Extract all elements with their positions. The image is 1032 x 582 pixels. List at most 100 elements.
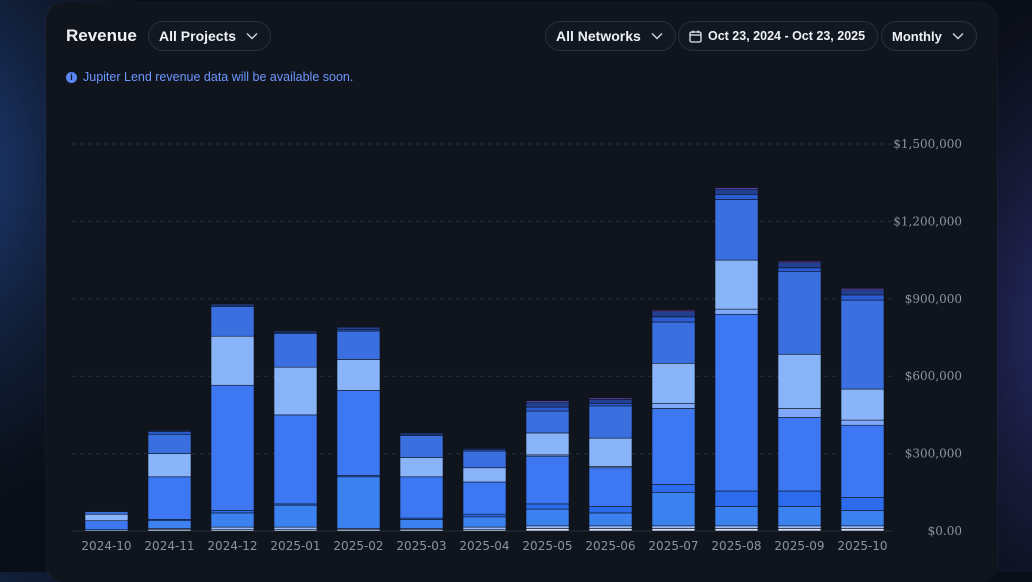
bar-segment <box>84 513 129 521</box>
bar-segment <box>588 405 633 439</box>
bar-2025-02 <box>336 326 381 532</box>
bar-segment <box>210 384 255 511</box>
bar-segment <box>840 289 885 296</box>
bar-2025-06 <box>588 397 633 532</box>
bar-segment <box>840 288 885 291</box>
date-range-picker[interactable]: Oct 23, 2024 - Oct 23, 2025 <box>678 21 879 51</box>
y-tick-label: $0.00 <box>928 524 962 538</box>
date-range-label: Oct 23, 2024 - Oct 23, 2025 <box>708 29 866 43</box>
bar-segment <box>588 402 633 407</box>
bar-segment <box>399 432 444 435</box>
bar-segment <box>462 481 507 515</box>
bar-segment <box>336 326 381 331</box>
bar-2025-04 <box>462 448 507 532</box>
bar-2025-07 <box>651 310 696 532</box>
y-tick-label: $300,000 <box>905 447 962 461</box>
bar-segment <box>777 262 822 269</box>
bar-segment <box>840 419 885 426</box>
bar-segment <box>588 506 633 514</box>
bar-segment <box>147 433 192 454</box>
bar-segment <box>777 271 822 355</box>
bar-segment <box>714 525 759 529</box>
bar-segment <box>777 490 822 507</box>
bar-segment <box>147 431 192 435</box>
x-tick-label: 2025-10 <box>837 539 887 553</box>
bar-segment <box>336 359 381 391</box>
bar-segment <box>273 414 318 505</box>
bar-segment <box>588 399 633 404</box>
bar-2024-10 <box>84 511 129 532</box>
bar-segment <box>525 400 570 403</box>
bar-segment <box>588 525 633 529</box>
bar-segment <box>588 467 633 507</box>
bar-segment <box>273 333 318 368</box>
bar-segment <box>399 435 444 458</box>
projects-filter-label: All Projects <box>159 28 237 44</box>
bar-2025-05 <box>525 400 570 532</box>
bar-segment <box>525 410 570 434</box>
bar-segment <box>525 525 570 529</box>
x-tick-label: 2025-05 <box>522 539 572 553</box>
x-tick-label: 2025-04 <box>459 539 509 553</box>
bar-segment <box>462 513 507 518</box>
bar-segment <box>462 526 507 531</box>
bar-segment <box>651 525 696 529</box>
bar-2025-01 <box>273 330 318 532</box>
x-tick-label: 2025-01 <box>270 539 320 553</box>
bar-segment <box>462 450 507 469</box>
bar-segment <box>147 430 192 432</box>
bar-segment <box>777 506 822 527</box>
bar-segment <box>651 316 696 323</box>
bar-segment <box>273 366 318 416</box>
bar-segment <box>777 528 822 532</box>
bar-2025-03 <box>399 432 444 532</box>
bar-segment <box>714 308 759 315</box>
bar-segment <box>777 525 822 529</box>
bar-2024-11 <box>147 430 192 532</box>
bar-segment <box>714 188 759 195</box>
interval-label: Monthly <box>892 28 942 44</box>
revenue-card <box>46 2 997 582</box>
bar-segment <box>777 353 822 409</box>
projects-filter-dropdown[interactable]: All Projects <box>148 21 272 51</box>
bar-segment <box>210 512 255 528</box>
bar-segment <box>147 476 192 520</box>
bar-segment <box>399 476 444 519</box>
bar-segment <box>525 503 570 510</box>
y-tick-label: $600,000 <box>905 369 962 383</box>
bar-segment <box>336 330 381 360</box>
bar-segment <box>210 335 255 386</box>
bar-segment <box>651 362 696 404</box>
bar-segment <box>210 306 255 337</box>
bar-segment <box>525 455 570 505</box>
bar-segment <box>525 406 570 412</box>
bar-segment <box>588 397 633 400</box>
bar-2025-08 <box>714 187 759 532</box>
calendar-icon <box>689 30 702 43</box>
bar-segment <box>210 510 255 514</box>
bar-segment <box>588 437 633 467</box>
bar-segment <box>714 528 759 532</box>
x-tick-label: 2025-08 <box>711 539 761 553</box>
bar-segment <box>840 528 885 532</box>
bar-segment <box>651 484 696 493</box>
bar-2025-09 <box>777 261 822 532</box>
networks-filter-dropdown[interactable]: All Networks <box>545 21 676 51</box>
x-tick-label: 2024-12 <box>207 539 257 553</box>
x-tick-label: 2024-10 <box>81 539 131 553</box>
bar-segment <box>840 525 885 529</box>
bar-segment <box>714 199 759 261</box>
networks-filter-label: All Networks <box>556 28 641 44</box>
x-tick-label: 2025-02 <box>333 539 383 553</box>
interval-dropdown[interactable]: Monthly <box>881 21 977 51</box>
bar-segment <box>588 512 633 527</box>
bar-segment <box>462 516 507 528</box>
bar-segment <box>525 401 570 408</box>
bar-segment <box>336 390 381 476</box>
bar-segment <box>210 303 255 306</box>
bar-segment <box>273 330 318 333</box>
bar-segment <box>714 506 759 527</box>
bar-segment <box>840 424 885 498</box>
info-icon: i <box>66 71 77 83</box>
